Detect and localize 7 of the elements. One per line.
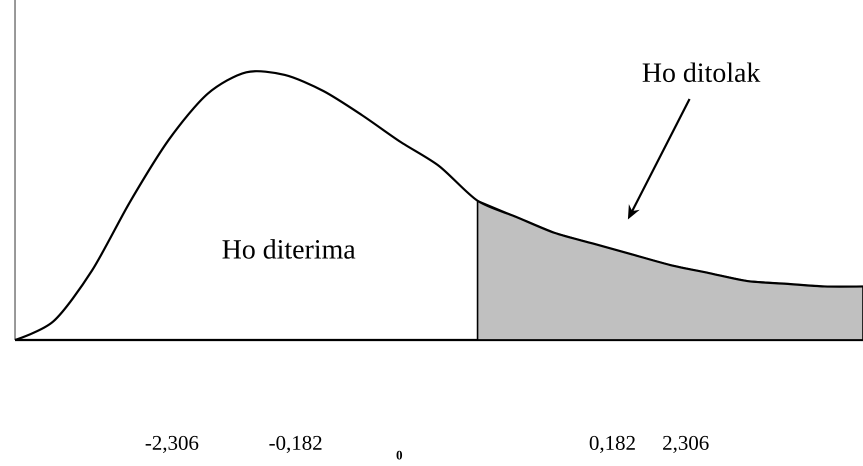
text: -0,182 [269, 436, 322, 453]
text: 0 [396, 450, 402, 460]
text: -2,306 [146, 436, 198, 453]
text: 2,306 [663, 436, 709, 453]
annotation: Ho diterima [222, 239, 356, 259]
text: 0,182 [590, 436, 635, 453]
annotation: Ho ditolak [642, 62, 760, 82]
